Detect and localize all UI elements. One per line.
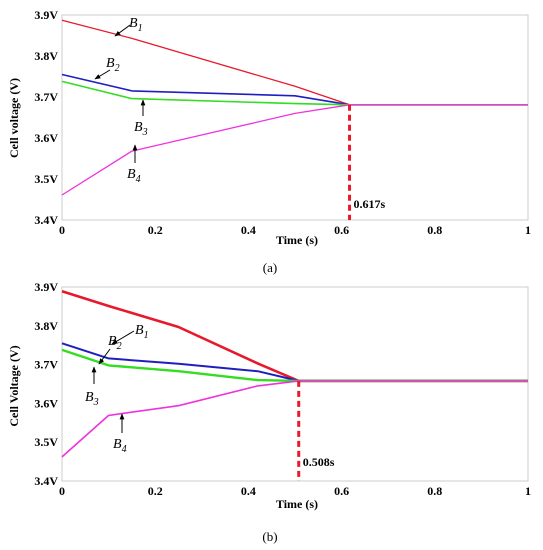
x-tick-label-a: 0.4 [241,223,256,237]
plot-area-b [61,286,529,482]
x-tick-label-a: 1 [525,223,531,237]
xlabel-a: Time (s) [276,233,318,247]
series-label-b4-a: B4 [127,167,141,185]
y-tick-label-b: 3.7V [34,358,58,372]
y-tick-label-a: 3.8V [34,49,58,63]
ylabel-b: Cell Voltage (V) [7,345,21,426]
x-tick-label-a: 0 [59,223,65,237]
series-line-b4-b [61,380,528,458]
x-tick-label-b: 1 [525,484,531,498]
series-label-b2-a: B2 [106,56,120,74]
caption-b: (b) [262,529,277,544]
series-label-b3-b: B3 [85,390,99,408]
series-label-b1-a: B1 [129,16,143,34]
x-tick-label-a: 0.6 [334,223,349,237]
convergence-time-label-a: 0.617s [354,197,386,211]
panel-a: 0.617s 0 0.2 0.4 0.6 0.8 1 3.4V 3.5V 3.6V 3.7V 3.8… [7,8,531,275]
y-tick-label-b: 3.8V [34,319,58,333]
series-label-b2-b: B2 [108,334,122,352]
x-tick-label-b: 0 [59,484,65,498]
series-line-b4-a [61,104,528,196]
series-pointer-arrow-a [114,24,131,37]
y-tick-label-b: 3.6V [34,396,58,410]
y-tick-label-a: 3.7V [34,90,58,104]
x-tick-label-a: 0.8 [427,223,442,237]
series-label-b4-b: B4 [113,437,127,455]
y-tick-label-a: 3.4V [34,213,58,227]
y-tick-label-b: 3.4V [34,474,58,488]
x-tick-label-b: 0.8 [427,484,442,498]
y-tick-label-a: 3.6V [34,131,58,145]
plot-area-a [61,14,529,221]
series-pointer-arrow-a [94,69,111,80]
panel-b: 0.508s 0 0.2 0.4 0.6 0.8 1 3.4V 3.5V 3.6V 3.7V 3.8… [7,280,531,544]
ylabel-a: Cell voltage (V) [7,78,21,158]
y-tick-label-a: 3.5V [34,172,58,186]
caption-a: (a) [263,260,277,275]
x-tick-label-b: 0.2 [148,484,163,498]
series-label-b3-a: B3 [134,120,148,138]
series-pointer-arrow-b [98,348,111,365]
x-tick-label-b: 0.4 [241,484,256,498]
xlabel-b: Time (s) [276,497,318,511]
x-tick-label-a: 0.2 [148,223,163,237]
y-tick-label-b: 3.9V [34,280,58,294]
y-tick-label-a: 3.9V [34,8,58,22]
y-tick-label-b: 3.5V [34,435,58,449]
series-pointer-arrow-b [111,330,135,345]
series-label-b1-b: B1 [135,323,149,341]
x-tick-label-b: 0.6 [334,484,349,498]
convergence-time-label-b: 0.508s [303,455,335,469]
